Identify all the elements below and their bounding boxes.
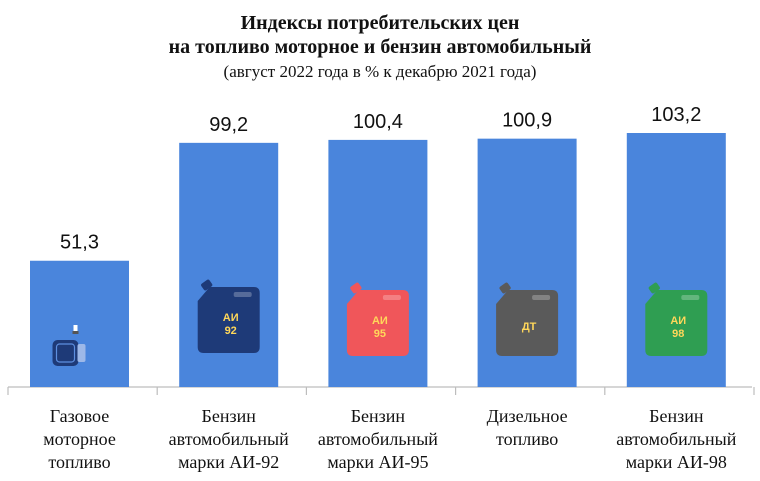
category-label: марки АИ-95 xyxy=(327,452,428,472)
chart-title-line2: на топливо моторное и бензин автомобильн… xyxy=(168,36,592,58)
fuel-canister-icon: ДТ xyxy=(496,282,559,356)
chart-subtitle: (август 2022 года в % к декабрю 2021 год… xyxy=(223,62,537,81)
data-label: 100,4 xyxy=(353,111,403,133)
category-label: моторное xyxy=(43,429,116,449)
category-label: Бензин xyxy=(351,406,406,426)
category-label: Дизельное xyxy=(487,406,568,426)
data-label: 51,3 xyxy=(60,232,99,254)
svg-text:98: 98 xyxy=(672,328,684,340)
category-label: Газовое xyxy=(50,406,110,426)
data-label: 103,2 xyxy=(651,104,701,126)
svg-text:АИ: АИ xyxy=(670,315,686,327)
svg-text:ДТ: ДТ xyxy=(522,321,537,333)
category-label: марки АИ-98 xyxy=(626,452,727,472)
svg-text:АИ: АИ xyxy=(372,315,388,327)
category-label: топливо xyxy=(48,452,110,472)
category-label: марки АИ-92 xyxy=(178,452,279,472)
svg-text:АИ: АИ xyxy=(223,312,239,324)
chart-title: Индексы потребительских цен xyxy=(240,12,520,34)
category-label: топливо xyxy=(496,429,558,449)
bar xyxy=(30,260,129,387)
svg-text:92: 92 xyxy=(225,325,237,337)
category-label: автомобильный xyxy=(169,429,289,449)
category-label: автомобильный xyxy=(318,429,438,449)
svg-text:95: 95 xyxy=(374,328,386,340)
category-label: Бензин xyxy=(202,406,257,426)
data-label: 99,2 xyxy=(209,114,248,136)
category-label: автомобильный xyxy=(616,429,736,449)
category-label: Бензин xyxy=(649,406,704,426)
gas-cylinder-icon xyxy=(52,325,86,366)
data-label: 100,9 xyxy=(502,110,552,132)
